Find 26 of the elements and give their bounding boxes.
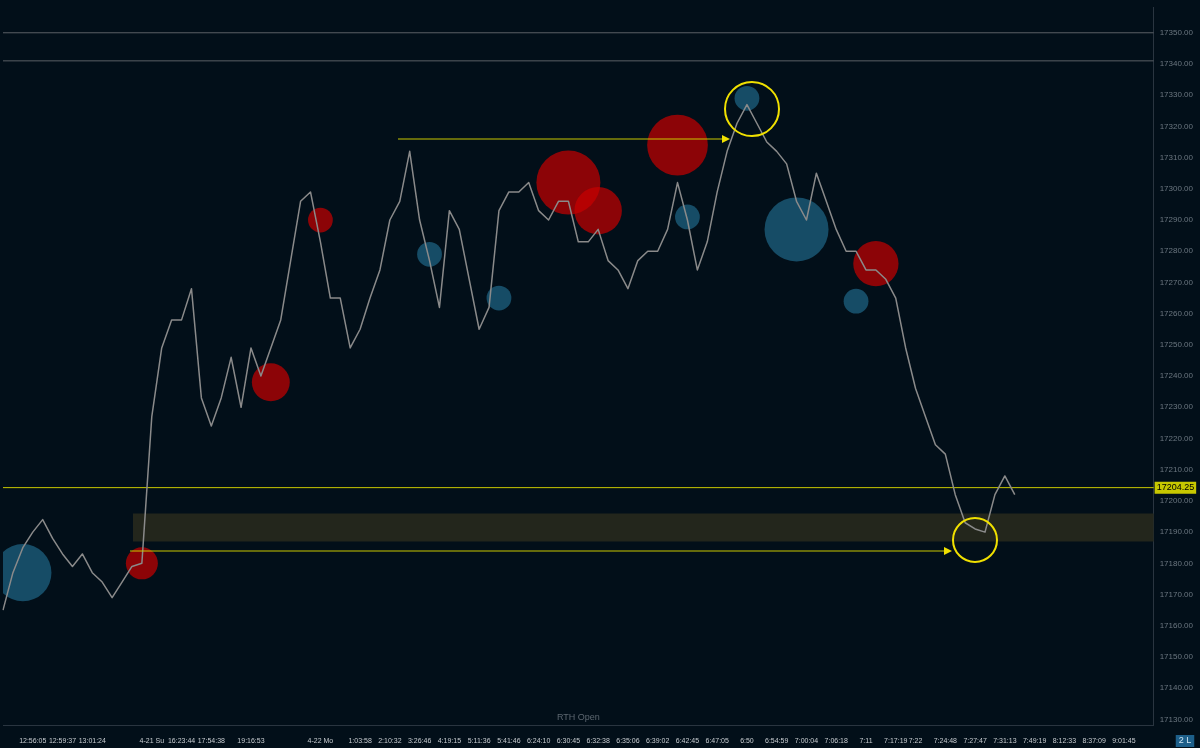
annotation: RTH Open — [556, 712, 600, 723]
y-tick-label: 17180.00 — [1159, 558, 1194, 568]
y-tick-label: 17130.00 — [1159, 714, 1194, 724]
y-tick-label: 17280.00 — [1159, 246, 1194, 256]
y-tick-label: 17140.00 — [1159, 683, 1194, 693]
y-tick-label: 17350.00 — [1159, 27, 1194, 37]
y-tick-label: 17230.00 — [1159, 402, 1194, 412]
y-tick-label: 17190.00 — [1159, 527, 1194, 537]
y-tick-label: 17320.00 — [1159, 121, 1194, 131]
y-tick-label: 17340.00 — [1159, 59, 1194, 69]
y-tick-label: 17170.00 — [1159, 589, 1194, 599]
y-tick-label: 17250.00 — [1159, 340, 1194, 350]
y-tick-label: 17210.00 — [1159, 464, 1194, 474]
y-tick-label: 17240.00 — [1159, 371, 1194, 381]
y-tick-label: 17160.00 — [1159, 620, 1194, 630]
text: 2 L — [1178, 735, 1192, 746]
y-tick-label: 17290.00 — [1159, 215, 1194, 225]
y-tick-label: 17300.00 — [1159, 184, 1194, 194]
y-tick-label: 17330.00 — [1159, 90, 1194, 100]
y-tick-label: 17200.00 — [1159, 496, 1194, 506]
ref-line-label: 17204.25 — [1156, 482, 1195, 493]
y-tick-label: 17150.00 — [1159, 652, 1194, 662]
y-tick-label: 17270.00 — [1159, 277, 1194, 287]
y-tick-label: 17220.00 — [1159, 433, 1194, 443]
y-tick-label: 17310.00 — [1159, 152, 1194, 162]
y-tick-label: 17260.00 — [1159, 308, 1194, 318]
